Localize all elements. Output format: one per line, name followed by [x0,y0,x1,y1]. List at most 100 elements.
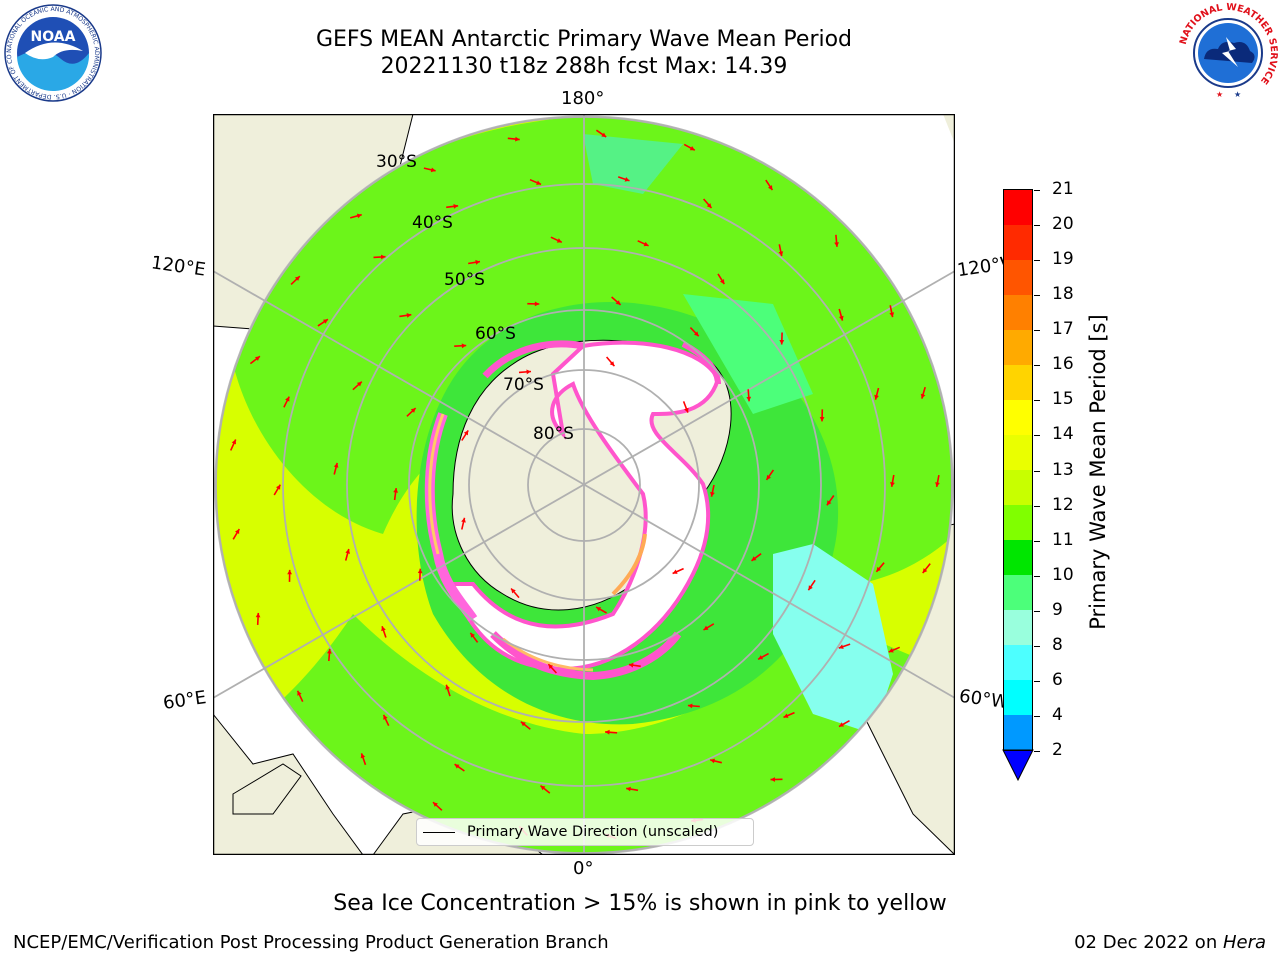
colorbar-tick-label: 4 [1052,704,1063,725]
colorbar-swatch [1004,575,1032,611]
wave-arrow-head [381,626,386,632]
colorbar-swatch [1004,610,1032,646]
colorbar-tick [1034,540,1040,542]
wave-arrow-head [406,313,412,318]
wave-arrow-head [770,777,775,782]
wave-arrow-head [360,753,366,759]
colorbar-tick-label: 6 [1052,669,1063,690]
wave-arrow-head [874,394,879,400]
footer-date-text: 02 Dec 2022 on [1074,932,1223,953]
colorbar-swatch [1004,470,1032,506]
antarctic-wave-map [213,114,955,855]
wave-arrow-head [624,177,630,182]
colorbar-tick [1034,751,1040,752]
wave-arrow-head [839,722,844,727]
lat-label-70s: 70°S [503,375,544,395]
colorbar-tick-label: 15 [1052,389,1074,410]
wave-arrow-head [511,588,516,594]
colorbar-swatch [1004,715,1032,751]
colorbar-swatch [1004,365,1032,401]
wave-arrow-head [746,396,752,402]
wave-arrow-head [768,185,773,191]
wave-arrow-head [779,340,785,345]
colorbar-swatch [1004,295,1032,331]
colorbar-tick [1034,225,1040,227]
colorbar-swatch [1004,645,1032,681]
colorbar-tick-label: 16 [1052,354,1074,375]
wave-arrow-head [255,612,261,618]
wave-arrow-head [276,484,281,490]
wave-arrow-head [294,276,300,281]
colorbar-swatch [1004,540,1032,576]
lat-label-50s: 50°S [444,270,485,290]
wave-arrow-head [615,300,621,305]
colorbar-tick [1034,260,1040,262]
wave-arrow-head [719,279,725,285]
wave-arrow-head [445,684,450,690]
wave-arrow-head [393,488,398,493]
wave-arrow-head [596,607,602,612]
wave-arrow-head [453,204,459,209]
wave-arrow-head [783,713,789,718]
wave-arrow-head [838,644,844,649]
wave-arrow-head [463,430,469,436]
colorbar-swatch [1004,400,1032,436]
colorbar-tick-label: 21 [1052,179,1074,199]
lon-label-0: 0° [573,858,594,879]
wave-arrow-head [381,254,386,260]
wave-arrow-head [839,315,844,321]
wave-direction-arrows [229,129,940,840]
wave-arrow-head [345,549,350,554]
colorbar-tick [1034,435,1040,437]
wave-arrow-head [684,407,689,413]
colorbar-tick-label: 13 [1052,459,1074,480]
wave-arrow-head [433,802,438,807]
colorbar-tick [1034,400,1040,402]
wave-arrow-head [297,690,302,696]
colorbar-tick [1034,470,1040,472]
wave-arrow-head [231,439,236,445]
wave-arrow-head [888,648,894,653]
colorbar-tick-label: 9 [1052,599,1063,620]
colorbar-tick-label: 18 [1052,284,1074,305]
colorbar-tick-label: 14 [1052,424,1074,445]
wave-arrow-head [356,213,362,219]
wave-arrow-head [515,136,520,142]
lat-label-60s: 60°S [475,324,516,344]
wave-arrow-head [526,369,531,375]
colorbar-tick [1034,365,1040,367]
lat-label-30s: 30°S [376,152,417,172]
wave-arrow-head [430,167,436,173]
lon-label-60e: 60°E [161,687,208,714]
wave-arrow-head [826,500,832,506]
wave-arrow-head [751,556,757,561]
wave-arrow-head [536,180,541,185]
wave-arrow-head [417,568,423,574]
legend-line-swatch [423,831,455,833]
svg-text:★: ★ [1216,90,1223,99]
wave-arrow-head [766,474,771,480]
lat-label-80s: 80°S [533,424,574,444]
wave-arrow-head [454,764,460,769]
wave-arrow-head [703,625,709,630]
wave-arrow-head [758,655,764,660]
wave-arrow-head [383,714,388,720]
lat-label-40s: 40°S [412,213,453,233]
colorbar-tick-label: 8 [1052,634,1063,655]
wave-arrow-head [327,649,332,654]
colorbar-tick-label: 12 [1052,494,1074,515]
nws-logo: NATIONAL WEATHER SERVICE ★ ★ [1178,2,1279,103]
colorbar-tick [1034,575,1040,577]
wave-arrow-head [694,331,699,337]
wave-arrow-head [333,462,339,468]
colorbar-tick-label: 17 [1052,319,1074,340]
colorbar-swatch [1004,260,1032,296]
colorbar-tick-label: 19 [1052,249,1074,270]
colorbar-tick [1034,715,1040,717]
land-nz-edge [943,114,955,144]
colorbar-swatch [1004,330,1032,366]
wave-arrow-head [706,203,712,208]
wave-arrow-head [255,356,260,361]
wave-arrow-head [534,301,540,307]
colorbar-tick-label: 2 [1052,740,1063,760]
